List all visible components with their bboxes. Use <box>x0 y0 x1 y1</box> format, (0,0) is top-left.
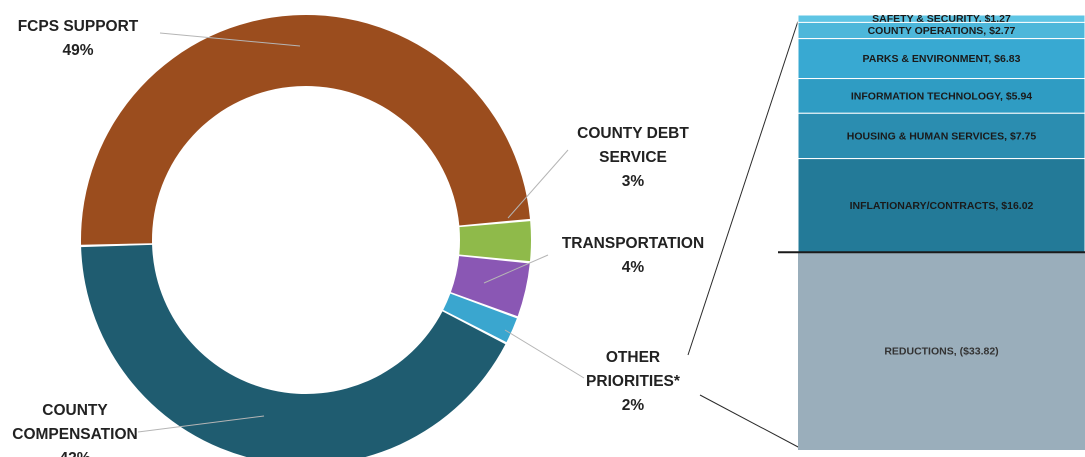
bar-segment-inflationary-contracts-16-02 <box>797 158 1085 253</box>
donut-label-transportation-leader-line <box>483 254 549 284</box>
bar-segment-label-parks-environment-6-83: PARKS & ENVIRONMENT, $6.83 <box>863 53 1021 65</box>
bar-segment-label-housing-human-services-7-75: HOUSING & HUMAN SERVICES, $7.75 <box>847 130 1037 142</box>
bar-segment-information-technology-5-94 <box>797 78 1085 114</box>
donut-label-other-priorities-line: OTHER <box>606 349 660 366</box>
donut-label-county-compensation-line: COUNTY <box>42 402 108 419</box>
donut-label-fcps-support-percent: 49% <box>62 42 93 59</box>
donut-label-other-priorities-leader-line <box>504 329 585 379</box>
donut-label-county-compensation-percent: 42% <box>59 450 90 457</box>
connector-line-bottom <box>699 394 801 449</box>
donut-label-transportation-percent: 4% <box>622 259 645 276</box>
bar-segment-label-county-operations-2-77: COUNTY OPERATIONS, $2.77 <box>868 25 1016 37</box>
donut-label-county-compensation-leader-line <box>137 415 265 433</box>
bar-segment-label-inflationary-contracts-16-02: INFLATIONARY/CONTRACTS, $16.02 <box>850 200 1034 212</box>
donut-slice-county-debt-service <box>459 221 532 262</box>
bar-segment-reductions-33-82 <box>798 252 1085 450</box>
donut-label-county-debt-service-percent: 3% <box>622 173 645 190</box>
donut-label-other-priorities-line: PRIORITIES* <box>586 373 681 390</box>
bar-segment-label-reductions-33-82: REDUCTIONS, ($33.82) <box>884 346 998 358</box>
donut-label-transportation-line: TRANSPORTATION <box>562 235 704 252</box>
connector-line-top <box>687 14 801 356</box>
donut-label-other-priorities-percent: 2% <box>622 397 645 414</box>
donut-label-county-debt-service-line: SERVICE <box>599 149 667 166</box>
bar-segment-label-information-technology-5-94: INFORMATION TECHNOLOGY, $5.94 <box>851 90 1032 102</box>
donut-labels: FCPS SUPPORT 49% COUNTY DEBT SERVICE 3% TRANS… <box>12 18 704 457</box>
donut-label-county-debt-service-leader-line <box>507 149 569 219</box>
donut-label-county-debt-service-line: COUNTY DEBT <box>577 125 689 142</box>
donut-slice-fcps-support <box>80 14 531 245</box>
donut-chart <box>80 14 532 457</box>
donut-slice-other-priorities <box>443 293 517 343</box>
breakdown-connectors <box>687 14 801 449</box>
donut-label-county-compensation-line: COMPENSATION <box>12 426 137 443</box>
donut-label-fcps-support-line: FCPS SUPPORT <box>18 18 139 35</box>
donut-label-fcps-support-leader-line <box>159 32 301 47</box>
donut-slice-county-compensation <box>81 244 506 457</box>
bar-segment-parks-environment-6-83 <box>797 38 1085 80</box>
